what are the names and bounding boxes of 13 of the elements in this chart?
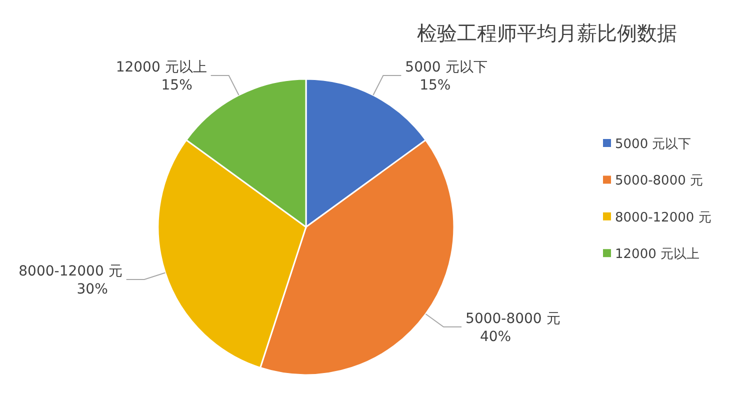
legend-label: 8000-12000 元 bbox=[615, 210, 712, 226]
slice-label: 12000 元以上 bbox=[116, 60, 207, 76]
legend-label: 5000 元以下 bbox=[615, 137, 692, 152]
legend-label: 12000 元以上 bbox=[615, 247, 700, 262]
legend-label: 5000-8000 元 bbox=[615, 174, 703, 189]
slice-label: 8000-12000 元 bbox=[18, 264, 122, 280]
data-label: 15% bbox=[161, 78, 192, 94]
chart-title: 检验工程师平均月薪比例数据 bbox=[417, 21, 677, 45]
data-label: 30% bbox=[76, 282, 108, 298]
data-label: 40% bbox=[480, 328, 512, 345]
slice-label: 5000-8000 元 bbox=[466, 310, 560, 327]
data-label: 15% bbox=[420, 78, 451, 94]
slice-label: 5000 元以下 bbox=[405, 60, 488, 76]
